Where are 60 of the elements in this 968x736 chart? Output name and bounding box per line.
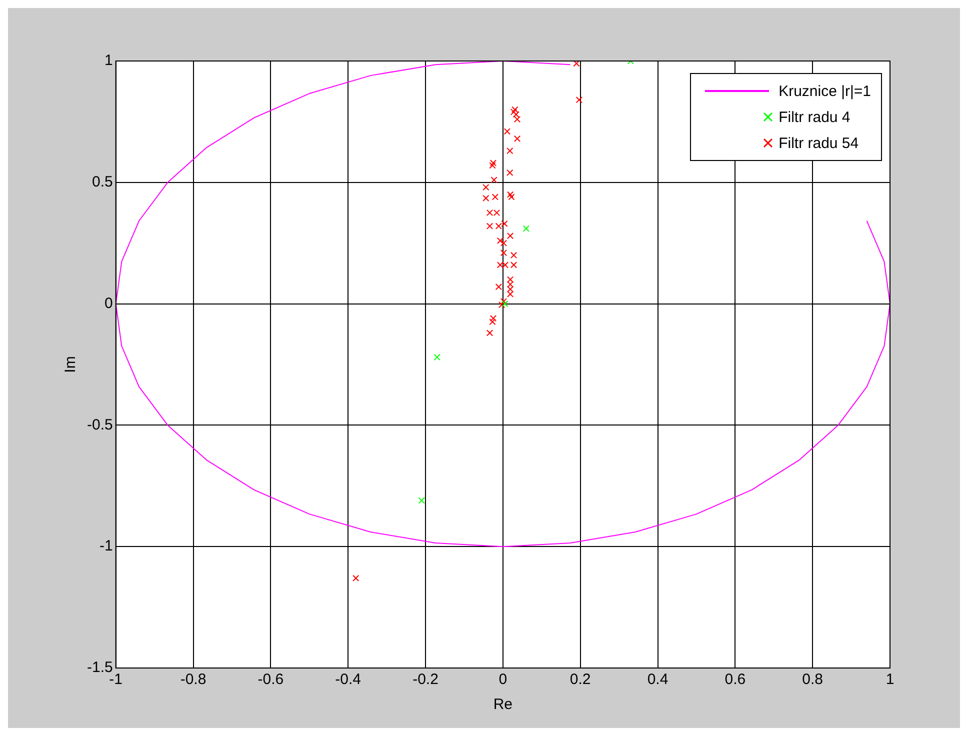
- point: [490, 160, 497, 166]
- y-tick-label: 1: [104, 52, 113, 70]
- x-tick-label: 0.2: [570, 671, 591, 688]
- point: [498, 301, 506, 308]
- x-tick-label: -0.6: [258, 671, 284, 688]
- point: [486, 330, 494, 336]
- point: [506, 148, 514, 154]
- point: [492, 194, 499, 200]
- x-tick-label: 0.8: [802, 671, 824, 688]
- x-axis-title: Re: [493, 696, 513, 714]
- point: [506, 191, 514, 198]
- point: [508, 194, 515, 200]
- point: [514, 135, 521, 142]
- x-tick-label: 0.6: [724, 671, 746, 688]
- point: [486, 209, 494, 216]
- point: [504, 128, 511, 135]
- point: [500, 298, 508, 305]
- point: [418, 497, 425, 504]
- x-tick-label: 0.4: [647, 671, 668, 688]
- point: [482, 194, 490, 202]
- point: [502, 262, 509, 268]
- legend-label: Filtr radu 54: [778, 134, 859, 152]
- y-axis-title: Im: [62, 356, 80, 373]
- x-tick-label: 0: [498, 671, 508, 688]
- x-tick-label: -0.4: [335, 671, 362, 688]
- point: [510, 262, 518, 268]
- point: [501, 220, 508, 228]
- legend-label: Kruznice |r|=1: [778, 82, 871, 100]
- point: [500, 249, 508, 256]
- y-tick-label: 0: [104, 294, 113, 312]
- point: [482, 184, 490, 191]
- point: [489, 318, 496, 326]
- point: [486, 222, 494, 230]
- point: [490, 315, 497, 322]
- point: [502, 300, 508, 308]
- x-tick-label: -0.2: [412, 671, 438, 688]
- point: [496, 237, 504, 244]
- point: [352, 574, 360, 582]
- point: [496, 262, 504, 268]
- point: [490, 176, 498, 184]
- y-tick-label: -1: [100, 538, 113, 555]
- point: [506, 169, 514, 176]
- y-tick-label: -1.5: [86, 659, 113, 676]
- point: [506, 232, 514, 240]
- point: [489, 162, 496, 169]
- point: [495, 222, 502, 230]
- y-tick-label: -0.5: [86, 416, 113, 434]
- point: [510, 252, 518, 259]
- x-tick-label: -0.8: [180, 671, 206, 688]
- x-tick-label: 1: [886, 671, 894, 688]
- point: [434, 354, 440, 361]
- y-tick-label: 0.5: [92, 174, 113, 191]
- point: [493, 209, 500, 216]
- point: [495, 283, 502, 290]
- point: [510, 108, 518, 116]
- point: [573, 61, 580, 67]
- point: [576, 96, 583, 104]
- point: [522, 225, 530, 232]
- point: [500, 240, 508, 246]
- legend-label: Filtr radu 4: [778, 108, 850, 126]
